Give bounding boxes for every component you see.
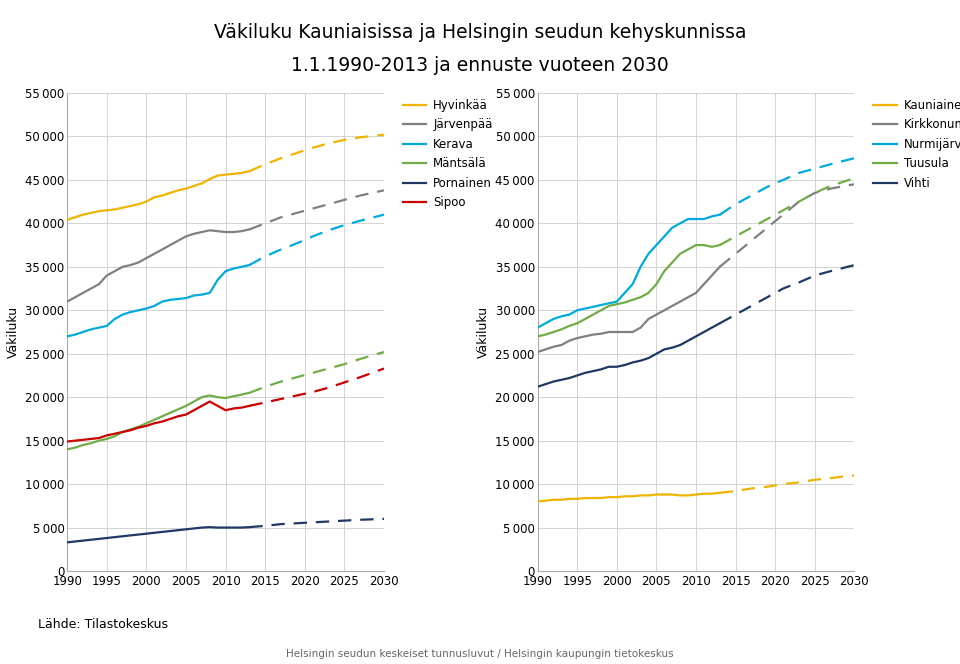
Text: Lähde: Tilastokeskus: Lähde: Tilastokeskus bbox=[38, 618, 168, 631]
Legend: Hyvinkää, Järvenpää, Kerava, Mäntsälä, Pornainen, Sipoo: Hyvinkää, Järvenpää, Kerava, Mäntsälä, P… bbox=[402, 99, 492, 209]
Y-axis label: Väkiluku: Väkiluku bbox=[7, 306, 19, 358]
Text: 1.1.1990-2013 ja ennuste vuoteen 2030: 1.1.1990-2013 ja ennuste vuoteen 2030 bbox=[291, 56, 669, 76]
Legend: Kauniainen, Kirkkonummi, Nurmijärvi, Tuusula, Vihti: Kauniainen, Kirkkonummi, Nurmijärvi, Tuu… bbox=[873, 99, 960, 190]
Text: Helsingin seudun keskeiset tunnusluvut / Helsingin kaupungin tietokeskus: Helsingin seudun keskeiset tunnusluvut /… bbox=[286, 649, 674, 659]
Y-axis label: Väkiluku: Väkiluku bbox=[477, 306, 490, 358]
Text: Väkiluku Kauniaisissa ja Helsingin seudun kehyskunnissa: Väkiluku Kauniaisissa ja Helsingin seudu… bbox=[214, 23, 746, 42]
